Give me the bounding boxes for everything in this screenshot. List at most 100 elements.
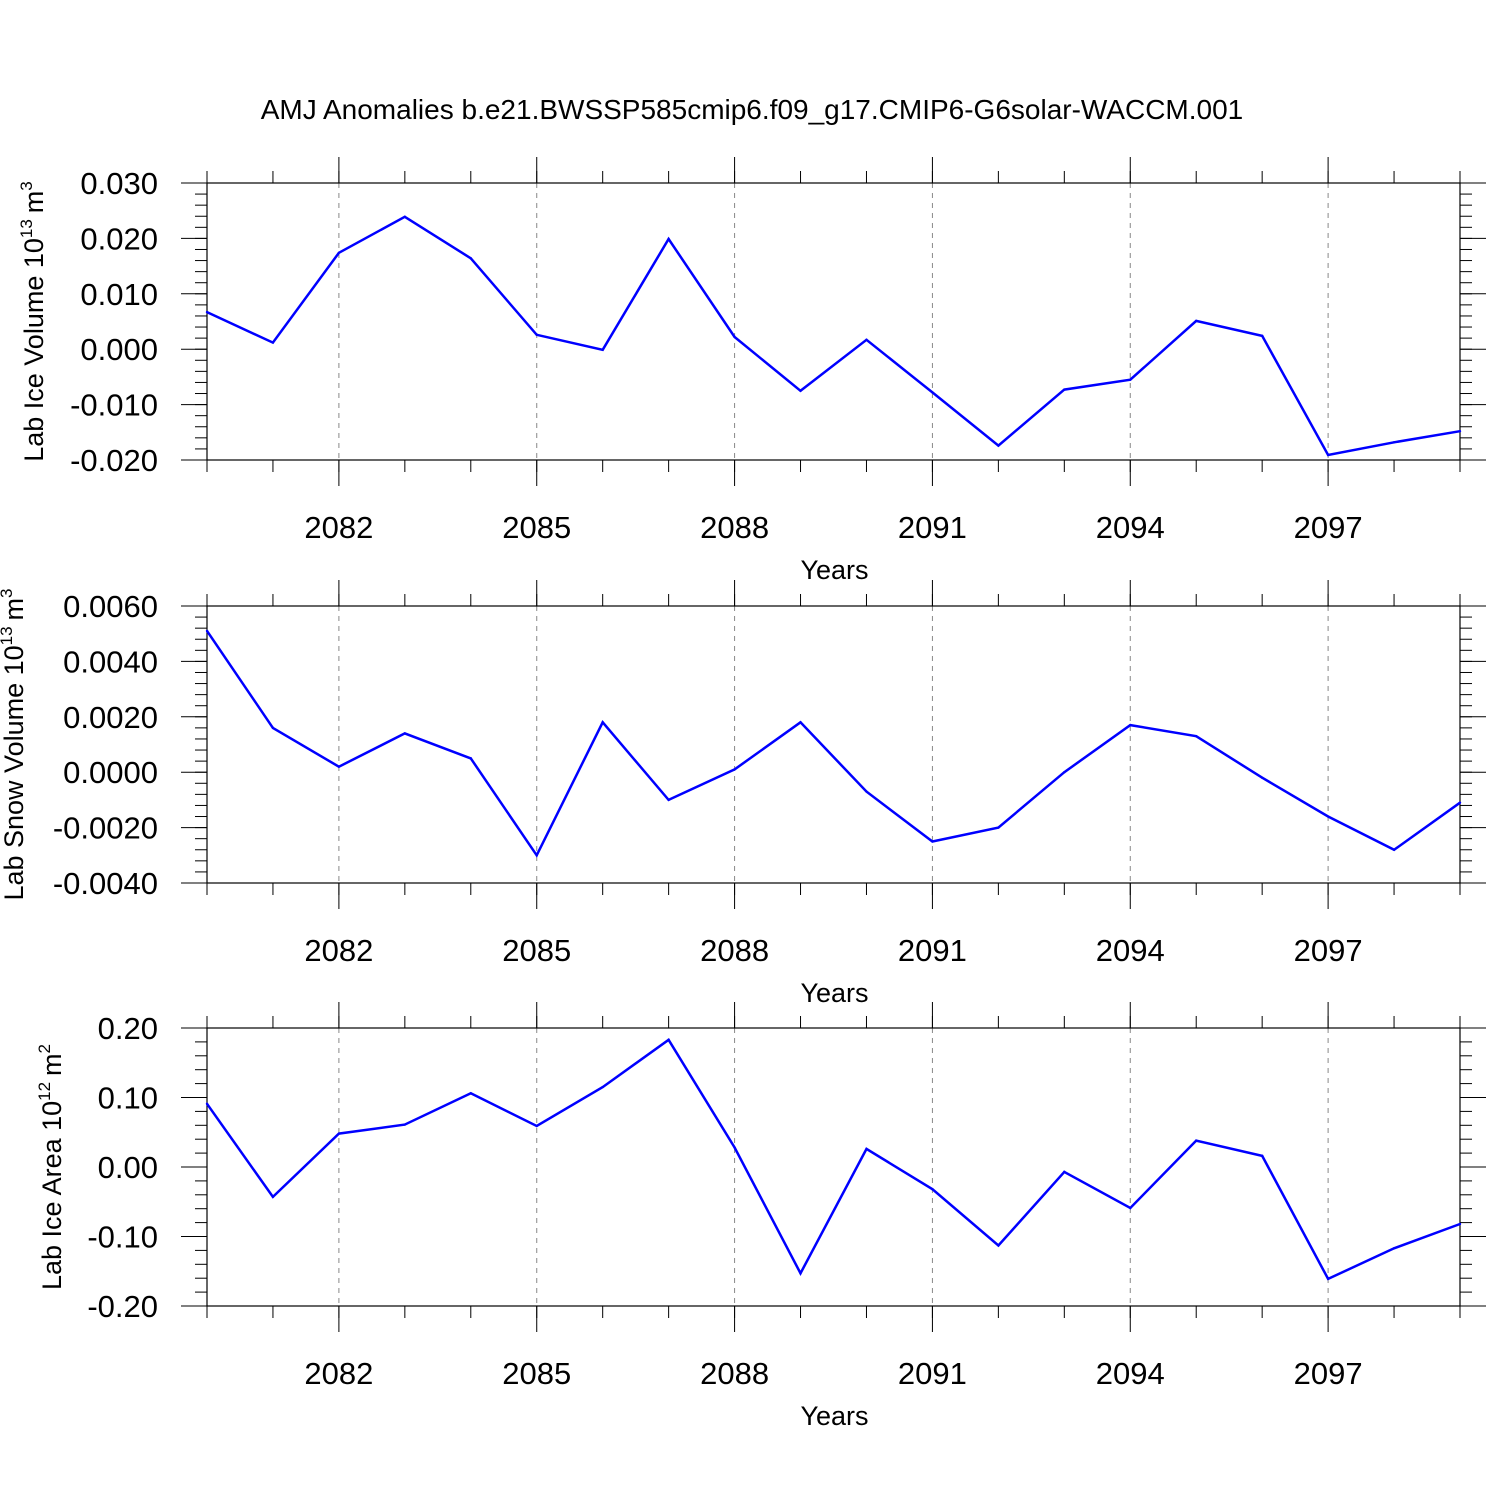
data-point: [667, 1038, 670, 1042]
data-point: [1458, 1222, 1462, 1226]
y-axis-label-exponent: 12: [35, 1082, 54, 1101]
data-point: [271, 341, 275, 344]
data-point: [799, 1272, 802, 1275]
y-tick-label: -0.0040: [53, 866, 158, 901]
x-axis-label: Years: [800, 555, 868, 585]
data-point: [1326, 815, 1330, 818]
y-tick-label: -0.010: [70, 388, 158, 423]
data-point: [205, 310, 209, 314]
data-point: [865, 790, 868, 793]
chart-panel-2: -0.0040 -0.0020 0.0000 0.0020 0.0040 0.0060 20…: [0, 580, 1486, 1008]
y-tick-label: 0.000: [80, 332, 158, 367]
y-tick-label: -0.0020: [53, 811, 158, 846]
x-tick-label: 2082: [304, 1356, 373, 1391]
y-tick-label: 0.10: [98, 1081, 158, 1116]
data-point: [403, 732, 407, 735]
y-axis-label-unit: m: [19, 191, 49, 214]
x-tick-label: 2091: [898, 933, 967, 968]
data-line: [205, 630, 1461, 858]
x-tick-label: 2088: [700, 933, 769, 968]
data-point: [1063, 771, 1066, 774]
data-point: [799, 389, 802, 392]
data-point: [601, 1085, 604, 1089]
x-axis-label: Years: [800, 978, 868, 1008]
data-point: [337, 765, 341, 768]
x-tick-label: 2091: [898, 1356, 967, 1391]
y-tick-label: -0.10: [87, 1220, 158, 1255]
data-point: [865, 338, 868, 341]
plot-frame: [206, 1027, 1461, 1307]
x-tick-label: 2094: [1096, 933, 1165, 968]
data-point: [1458, 801, 1462, 804]
data-point: [1129, 378, 1132, 381]
data-point: [271, 1195, 275, 1199]
data-point: [1260, 334, 1264, 338]
y-tick-label: 0.20: [98, 1011, 158, 1046]
data-point: [601, 348, 604, 351]
data-point: [865, 1147, 868, 1151]
x-tick-label: 2097: [1294, 933, 1363, 968]
y-axis-label-exponent: 13: [17, 219, 36, 238]
y-tick-label: 0.0060: [63, 589, 158, 624]
y-axis-label-exponent: 13: [0, 626, 16, 645]
y-tick-label: 0.010: [80, 277, 158, 312]
data-point: [1326, 1277, 1330, 1281]
data-point: [1392, 441, 1396, 444]
data-point: [733, 335, 736, 339]
data-point: [205, 1102, 209, 1105]
data-point: [535, 1124, 538, 1128]
data-point: [1129, 723, 1132, 727]
y-tick-label: 0.0000: [63, 755, 158, 790]
data-point: [1195, 1139, 1198, 1142]
x-tick-label: 2088: [700, 1356, 769, 1391]
data-point: [1260, 776, 1264, 779]
data-point: [1392, 1247, 1396, 1250]
data-point: [1195, 734, 1198, 738]
data-point: [469, 257, 472, 260]
y-axis-label: Lab Ice Volume 1013 m3: [17, 181, 49, 462]
data-point: [733, 1146, 736, 1149]
chart-panels: -0.020 -0.010 0.000 0.010 0.020 0.030 2082 2085…: [0, 157, 1486, 1431]
data-point: [997, 826, 1000, 829]
chart-panel-3: -0.20 -0.10 0.00 0.10 0.20 2082 2085 2088 2091 20…: [35, 1002, 1486, 1431]
y-tick-label: 0.00: [98, 1150, 158, 1185]
data-point: [535, 854, 538, 857]
y-axis-label-main: Lab Ice Volume 10: [19, 238, 49, 462]
x-tick-label: 2088: [700, 510, 769, 545]
y-axis-label: Lab Ice Area 1012 m2: [35, 1044, 67, 1290]
x-tick-label: 2082: [304, 510, 373, 545]
x-tick-label: 2097: [1294, 1356, 1363, 1391]
data-line: [205, 1038, 1461, 1281]
data-point: [1129, 1206, 1132, 1210]
y-axis-label-main: Lab Snow Volume 10: [0, 645, 29, 900]
y-tick-label: 0.020: [80, 221, 158, 256]
plot-frame: [206, 605, 1461, 884]
y-tick-label: -0.020: [70, 443, 158, 478]
data-point: [535, 333, 538, 336]
data-point: [1063, 388, 1066, 391]
data-point: [1260, 1154, 1264, 1158]
y-tick-label: 0.0020: [63, 700, 158, 735]
data-point: [931, 840, 934, 843]
chart-title: AMJ Anomalies b.e21.BWSSP585cmip6.f09_g1…: [261, 94, 1244, 125]
x-tick-label: 2094: [1096, 510, 1165, 545]
data-point: [931, 391, 934, 394]
data-point: [337, 251, 341, 255]
y-axis-label-main: Lab Ice Area 10: [37, 1101, 67, 1290]
data-point: [337, 1132, 341, 1135]
y-axis-label-unit: m: [37, 1053, 67, 1076]
data-point: [1326, 453, 1330, 457]
data-point: [469, 1092, 472, 1095]
x-tick-label: 2094: [1096, 1356, 1165, 1391]
data-point: [271, 726, 275, 730]
y-tick-label: 0.030: [80, 166, 158, 201]
data-point: [1063, 1170, 1066, 1174]
y-tick-label: 0.0040: [63, 644, 158, 679]
x-tick-label: 2082: [304, 933, 373, 968]
data-point: [403, 1123, 407, 1126]
data-point: [1195, 319, 1198, 323]
x-tick-label: 2091: [898, 510, 967, 545]
data-point: [1458, 429, 1462, 433]
